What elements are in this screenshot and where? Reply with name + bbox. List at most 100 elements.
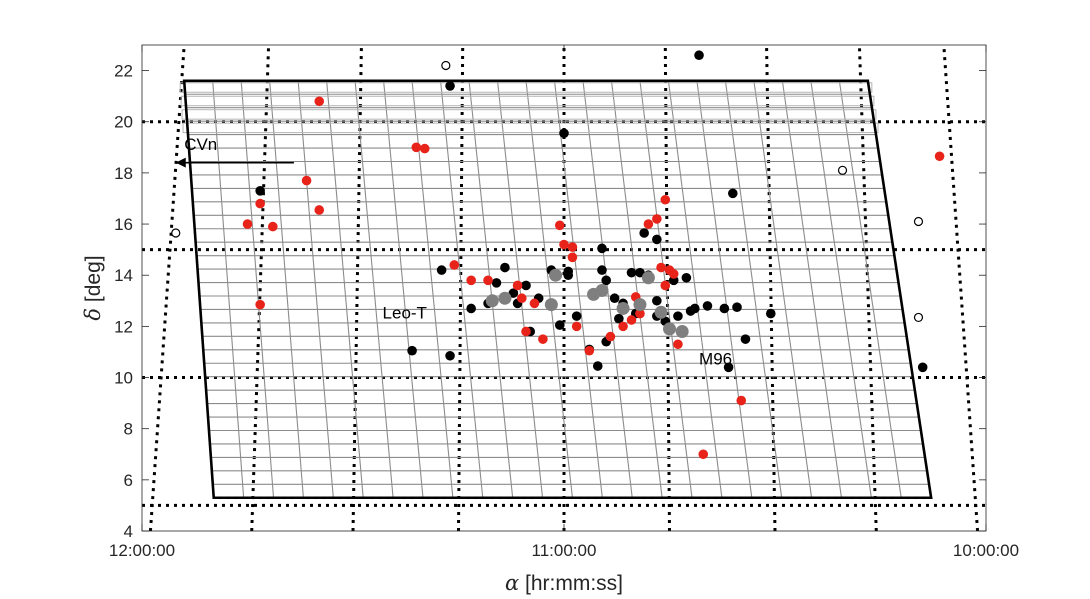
footprint-col-line: [297, 80, 334, 498]
gray-point: [654, 305, 668, 319]
red-point: [314, 205, 325, 215]
footprint-col-line: [326, 80, 364, 498]
red-point: [419, 143, 430, 154]
open-circle-point: [171, 228, 181, 238]
footprint-col-line: [383, 80, 424, 498]
y-tick-label: 14: [114, 266, 133, 285]
black-point: [694, 50, 704, 61]
black-point: [652, 234, 662, 245]
coordinate-grid: [142, 45, 986, 531]
red-point: [449, 260, 460, 270]
black-point: [702, 301, 713, 311]
footprint-col-line: [269, 80, 304, 498]
red-point: [554, 220, 565, 231]
ra-grid-line: [148, 45, 186, 531]
red-point: [466, 275, 476, 286]
black-point: [626, 267, 637, 278]
red-point: [571, 321, 582, 332]
footprint-col-line: [354, 80, 394, 498]
x-tick-label: 12:00:00: [109, 541, 175, 560]
y-tick-label: 8: [124, 420, 133, 439]
black-point: [491, 278, 502, 288]
ra-grid-line: [663, 45, 671, 531]
black-point: [723, 362, 734, 373]
black-point: [521, 280, 531, 291]
black-point: [571, 311, 582, 321]
footprint-col-line: [525, 80, 573, 498]
axes: 4 6 8 10 12 14 16 18 20 22 12:00:00 11:00:00 10:00:0…: [109, 45, 1019, 560]
open-circle-point: [837, 165, 848, 175]
black-point: [690, 303, 700, 314]
y-tick-label: 12: [114, 317, 133, 336]
x-tick-label: 10:00:00: [953, 541, 1019, 560]
red-point: [934, 151, 945, 162]
red-point: [483, 275, 493, 286]
black-point: [681, 272, 692, 283]
footprint-col-line: [440, 80, 484, 498]
y-tick-label: 20: [114, 113, 133, 132]
gray-point: [587, 287, 601, 301]
footprint-col-line: [212, 80, 245, 498]
black-point: [500, 262, 510, 273]
ra-grid-line: [457, 45, 465, 531]
red-point: [567, 252, 578, 263]
gray-point: [544, 298, 558, 312]
annotation-label: Leo-T: [383, 304, 427, 323]
gray-point: [663, 322, 676, 336]
black-point: [652, 295, 662, 306]
footprint-col-line: [553, 80, 603, 498]
black-point: [719, 303, 730, 314]
footprint-col-line: [838, 80, 902, 498]
red-point: [660, 194, 671, 205]
red-point: [584, 345, 595, 356]
black-point: [255, 186, 265, 196]
y-tick-label: 6: [124, 471, 133, 490]
y-axis-title: δ [deg]: [81, 255, 105, 320]
footprint-strip: [182, 122, 879, 134]
footprint-strip: [181, 109, 877, 120]
red-point: [255, 198, 265, 209]
red-point: [698, 449, 709, 460]
footprint-col-line: [667, 80, 723, 498]
survey-footprint: [179, 79, 933, 500]
footprint-col-line: [724, 80, 783, 498]
red-point: [567, 242, 578, 252]
y-tick-label: 10: [114, 369, 133, 388]
black-point: [635, 267, 645, 278]
black-point: [728, 188, 738, 199]
black-point: [765, 308, 776, 319]
red-point: [618, 321, 628, 332]
black-point: [732, 302, 742, 312]
footprint-outline: [182, 79, 933, 500]
gray-point: [498, 291, 512, 305]
black-point: [609, 293, 620, 304]
red-point: [626, 315, 637, 325]
ra-grid-line: [250, 45, 271, 531]
black-point: [554, 320, 565, 330]
footprint-strip: [180, 95, 875, 107]
footprint-col-line: [696, 80, 753, 498]
black-point: [614, 313, 624, 324]
red-point: [559, 239, 569, 250]
black-point: [436, 265, 447, 275]
red-point: [314, 96, 325, 107]
footprint-col-line: [468, 80, 514, 498]
black-point: [508, 288, 519, 298]
red-point: [635, 308, 645, 319]
footprint-strip: [179, 82, 873, 93]
black-point: [740, 334, 751, 344]
x-tick-label: 11:00:00: [532, 541, 597, 560]
gray-point: [675, 324, 689, 338]
footprint-col-line: [810, 80, 872, 498]
footprint-col-line: [781, 80, 843, 498]
x-axis-title: α [hr:mm:ss]: [505, 571, 623, 595]
red-point: [255, 299, 265, 310]
annotation-label: CVn: [184, 135, 217, 154]
black-point: [673, 311, 683, 321]
y-tick-label: 4: [124, 522, 133, 541]
black-point: [601, 275, 611, 286]
gray-point: [633, 298, 647, 312]
footprint-col-line: [753, 80, 813, 498]
